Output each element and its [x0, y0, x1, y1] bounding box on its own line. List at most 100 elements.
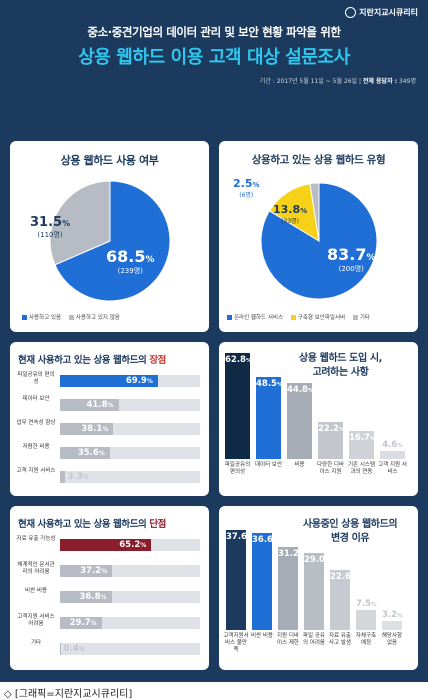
poster-subtitle: 중소·중견기업의 데이터 관리 및 보안 현황 파악을 위한: [87, 25, 341, 39]
advantages-bar: [60, 471, 65, 483]
disadvantages-bar: [60, 539, 152, 551]
advantages-bar: [60, 423, 114, 435]
usage-pie-title: 상용 웹하드 사용 여부: [60, 154, 159, 167]
considerations-category-label: 파일공유의 편의성: [224, 462, 251, 475]
advantages-track: 3.3%: [60, 471, 200, 483]
considerations-bar: 22.2%: [318, 421, 345, 459]
advantages-value-label: 38.1%: [81, 424, 109, 434]
disadvantages-row: 고객지원 서비스 어려움 29.7%: [10, 614, 209, 640]
disadvantages-category-label: 비싼 비용: [25, 588, 47, 594]
considerations-bar: 16.7%: [349, 430, 376, 459]
advantages-category-label: 고객 지원 서비스: [16, 468, 56, 474]
disadvantages-row: 자료 유출 가능성 65.2%: [10, 536, 209, 562]
considerations-value-label: 62.8%: [225, 355, 252, 365]
change-reasons-bar: 3.2%: [382, 610, 403, 630]
change-reasons-value-label: 37.6%: [226, 532, 253, 542]
smile-logo-icon: [345, 7, 357, 18]
type-pie-legend: 온라인 웹하드 서비스 구축형 보안파일서버 기타: [221, 313, 370, 321]
disadvantages-track: 37.2%: [60, 565, 200, 577]
change-reasons-value-label: 31.2%: [278, 549, 305, 560]
disadvantages-track: 36.8%: [60, 591, 200, 603]
not-using-pct-label: 31.5% (110명): [30, 215, 71, 239]
infographic-poster: 지란지교시큐리티 중소·중견기업의 데이터 관리 및 보안 현황 파악을 위한 …: [0, 0, 428, 682]
type-pie-slice-2: [309, 182, 320, 242]
advantages-panel: 현재 사용하고 있는 상용 웹하드의 장점 파일공유의 편의성 69.9% 데이터 …: [10, 342, 209, 496]
advantages-row: 업무 연속성 향상 38.1%: [10, 420, 209, 444]
considerations-category-label: 고객 지원 서비스: [378, 462, 407, 475]
advantages-value-label: 3.3%: [67, 472, 89, 482]
period-label: 기간 :: [259, 78, 275, 85]
disadvantages-bar: [60, 643, 61, 655]
disadvantages-category-label: 체계적인 문서관리의 어려움: [17, 562, 55, 575]
change-reasons-category-label: 고객지원서비스 불만족: [223, 633, 249, 653]
advantages-category-label: 저렴한 비용: [22, 444, 50, 450]
other-pct-label: 2.5% (6명): [233, 177, 260, 199]
disadvantages-track: 65.2%: [60, 539, 200, 551]
advantages-bar: [60, 375, 158, 387]
advantages-value-label: 69.9%: [125, 376, 153, 386]
disadvantages-panel: 현재 사용하고 있는 상용 웹하드의 단점 자료 유출 가능성 65.2% 체계적인…: [10, 506, 209, 670]
using-pct-label: 68.5% (239명): [106, 247, 155, 275]
disadvantages-track: 29.7%: [60, 617, 200, 629]
disadvantages-bar: [60, 617, 102, 629]
considerations-category-label: 다양한 디바이스 지원: [316, 462, 345, 475]
change-reasons-value-label: 7.5%: [356, 599, 377, 610]
change-reasons-value-label: 3.2%: [382, 610, 403, 621]
disadvantages-value-label: 29.7%: [69, 618, 97, 628]
change-reasons-bar: 37.6%: [226, 530, 253, 630]
advantages-bar: [60, 399, 119, 411]
usage-pie-legend: 사용하고 있음 사용하고 있지 않음: [16, 313, 120, 321]
considerations-bar: 48.5%: [256, 377, 283, 459]
advantages-row: 데이터 보안 41.8%: [10, 396, 209, 420]
disadvantages-value-label: 37.2%: [80, 566, 108, 576]
disadvantages-row: 비싼 비용 36.8%: [10, 588, 209, 614]
usage-pie-panel: 상용 웹하드 사용 여부 31.5% (110명) 68.5% (239명) 사용하…: [10, 141, 209, 332]
survey-period: 2017년 5월 11일 ~ 5월 26일: [276, 78, 358, 85]
disadvantages-category-label: 고객지원 서비스 어려움: [17, 614, 55, 627]
considerations-bar: 4.6%: [380, 440, 405, 459]
usage-pie-slice-0: [54, 180, 171, 302]
change-reasons-category-label: 파일 공유의 어려움: [303, 633, 325, 646]
advantages-row: 파일공유의 편의성 69.9%: [10, 372, 209, 396]
advantages-track: 38.1%: [60, 423, 200, 435]
considerations-value-label: 48.5%: [256, 379, 283, 390]
advantages-track: 69.9%: [60, 375, 200, 387]
advantages-row: 고객 지원 서비스 3.3%: [10, 468, 209, 492]
change-reasons-bar: 7.5%: [356, 599, 377, 630]
change-reasons-bar: 22.6%: [330, 569, 357, 630]
disadvantages-title: 현재 사용하고 있는 상용 웹하드의 단점: [18, 519, 166, 530]
considerations-value-label: 22.2%: [318, 423, 345, 434]
change-reasons-value-label: 36.6%: [252, 534, 279, 545]
disadvantages-bar: [60, 591, 112, 603]
type-pie-chart: [260, 182, 378, 300]
graphic-caption: ◇ [그래픽=지란지교시큐리티]: [4, 689, 133, 700]
respondents-count: 349명: [399, 78, 416, 85]
change-reasons-category-label: 비싼 비용: [251, 633, 273, 639]
advantages-category-label: 업무 연속성 향상: [16, 420, 56, 426]
change-reasons-category-label: 해당사항 없음: [381, 633, 403, 646]
type-pie-panel: 상용하고 있는 상용 웹하드 유형 2.5% (6명) 13.8% (33명) 83…: [219, 141, 418, 332]
considerations-title: 상용 웹하드 도입 시, 고려하는 사항: [299, 353, 383, 378]
advantages-value-label: 35.6%: [77, 448, 105, 458]
usage-pie-slice-1: [49, 180, 111, 266]
considerations-value-label: 4.6%: [382, 440, 403, 451]
considerations-category-label: 비용: [294, 462, 305, 468]
considerations-category-label: 기존 시스템과의 연동: [347, 462, 376, 475]
type-pie-title: 상용하고 있는 상용 웹하드 유형: [251, 154, 386, 166]
change-reasons-panel: 사용중인 상용 웹하드의 변경 이유 37.6% 고객지원서비스 불만족 36.6% 비…: [219, 506, 418, 670]
usage-pie-chart: [49, 180, 171, 302]
poster-title: 상용 웹하드 이용 고객 대상 설문조사: [78, 47, 350, 68]
change-reasons-bar: 29.0%: [304, 552, 331, 630]
considerations-bar: 44.8%: [287, 383, 314, 459]
considerations-category-label: 데이터 보안: [254, 462, 283, 468]
change-reasons-title: 사용중인 상용 웹하드의 변경 이유: [303, 519, 398, 544]
change-reasons-category-label: 자체구축 예정: [355, 633, 377, 646]
considerations-bar: 62.8%: [225, 353, 252, 459]
advantages-category-label: 파일공유의 편의성: [17, 372, 55, 385]
advantages-value-label: 41.8%: [86, 400, 114, 410]
online-pct-label: 83.7% (200명): [327, 245, 376, 273]
considerations-value-label: 16.7%: [349, 432, 376, 443]
advantages-category-label: 데이터 보안: [22, 396, 50, 402]
disadvantages-category-label: 자료 유출 가능성: [16, 536, 56, 542]
